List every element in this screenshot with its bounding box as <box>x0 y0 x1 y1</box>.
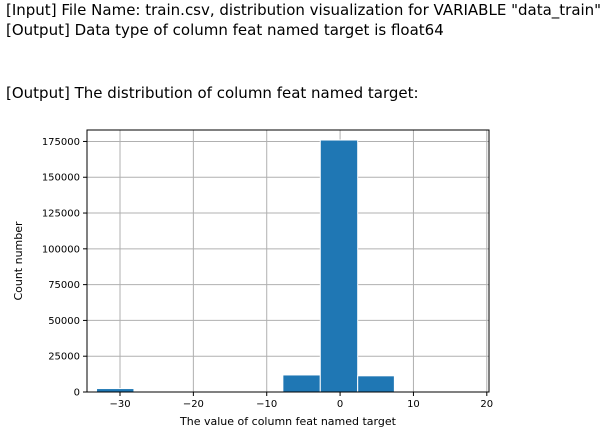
x-tick-label: −20 <box>183 399 204 410</box>
y-tick-label: 175000 <box>42 137 80 148</box>
x-axis-label: The value of column feat named target <box>179 415 397 428</box>
histogram-bar <box>319 139 359 393</box>
x-tick-label: 10 <box>407 399 420 410</box>
y-axis-label: Count number <box>12 221 25 301</box>
x-tick-label: 0 <box>337 399 343 410</box>
y-tick-label: 50000 <box>48 316 80 327</box>
dtype-log-line: [Output] Data type of column feat named … <box>6 21 444 39</box>
histogram-bars <box>96 139 395 393</box>
distribution-heading: [Output] The distribution of column feat… <box>6 84 419 102</box>
y-tick-label: 25000 <box>48 352 80 363</box>
x-tick-label: −10 <box>256 399 277 410</box>
y-tick-label: 125000 <box>42 209 80 220</box>
histogram-bar <box>357 375 395 393</box>
x-tick-label: −30 <box>109 399 130 410</box>
y-tick-label: 0 <box>74 388 80 399</box>
y-tick-label: 75000 <box>48 280 80 291</box>
axis-ticks: −30 −20 −10 0 10 20 0 25000 50000 75000 100000 1250… <box>42 137 493 410</box>
input-log-line: [Input] File Name: train.csv, distributi… <box>6 1 602 19</box>
histogram-bar <box>96 388 135 393</box>
axes-frame <box>86 129 490 393</box>
x-tick-label: 20 <box>480 399 493 410</box>
y-tick-label: 100000 <box>42 244 80 255</box>
histogram-bar <box>282 374 321 393</box>
y-tick-label: 150000 <box>42 173 80 184</box>
grid-lines <box>87 130 489 393</box>
